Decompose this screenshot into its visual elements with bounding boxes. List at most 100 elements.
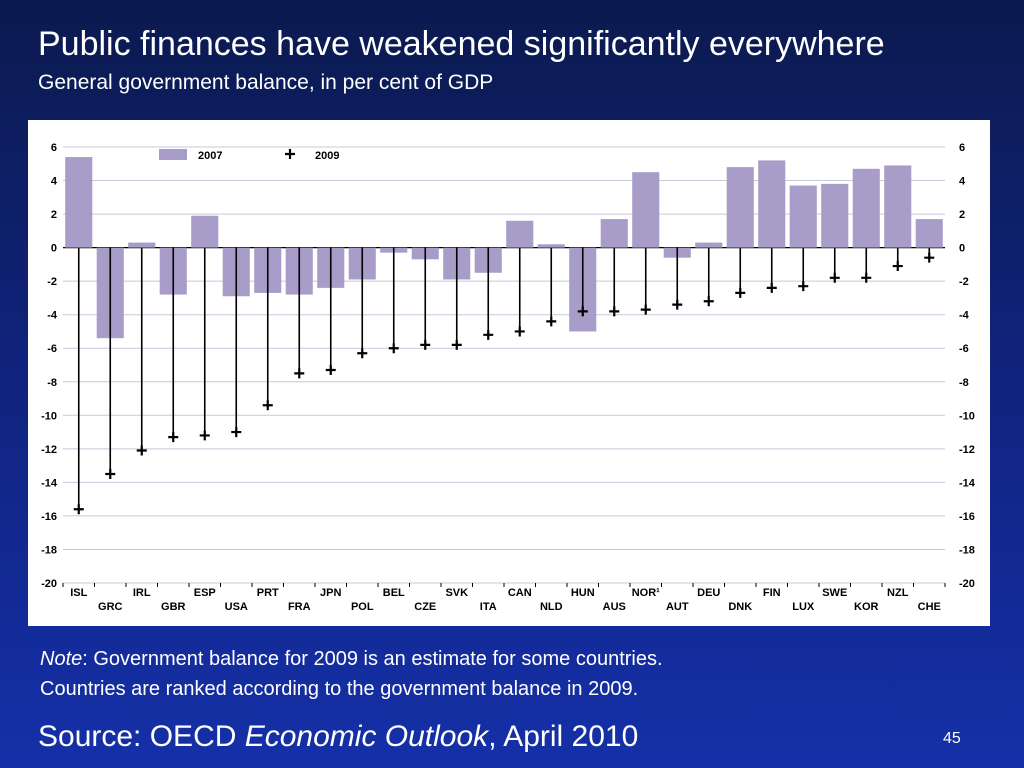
marker-2009 (577, 306, 588, 317)
marker-2009 (672, 299, 683, 310)
y-tick-label-right: 6 (959, 142, 965, 154)
x-tick-label: GRC (98, 601, 123, 613)
x-tick-label: FIN (763, 587, 781, 599)
marker-2009 (861, 272, 872, 283)
marker-2009 (640, 304, 651, 315)
marker-2009 (451, 339, 462, 350)
y-tick-label-right: -12 (959, 444, 975, 456)
government-balance-chart: 6 6 4 4 2 2 0 0 -2 -2 -4 -4 -6 -6 -8 -8 -10 -10 -12 -12 -14 -… (41, 142, 976, 613)
x-tick-label: HUN (571, 587, 595, 599)
legend-swatch-2007 (159, 149, 187, 160)
y-tick-label-left: 2 (51, 209, 57, 221)
y-tick-label-left: -10 (41, 410, 57, 422)
y-tick-label-left: -4 (47, 310, 58, 322)
marker-2009 (703, 296, 714, 307)
note-line-1: Note: Government balance for 2009 is an … (40, 644, 663, 674)
marker-2009 (325, 365, 336, 376)
x-tick-label: IRL (133, 587, 151, 599)
y-tick-label-left: -14 (41, 477, 58, 489)
source-prefix: Source: OECD (38, 720, 245, 753)
marker-2009 (105, 469, 116, 479)
source-suffix: , April 2010 (488, 720, 639, 753)
x-tick-label: KOR (854, 601, 879, 613)
x-tick-label: ESP (194, 587, 216, 599)
bar-2007 (537, 244, 565, 248)
y-tick-label-right: -18 (959, 544, 975, 556)
marker-2009 (514, 326, 525, 337)
bar-2007 (128, 242, 156, 248)
marker-2009 (73, 504, 84, 515)
legend-label-2007: 2007 (198, 150, 222, 162)
x-tick-label: CZE (414, 601, 436, 613)
x-tick-label: JPN (320, 587, 341, 599)
source-title: Economic Outlook (244, 720, 489, 753)
marker-2009 (199, 430, 210, 441)
marker-2009 (892, 261, 903, 272)
x-tick-label: SWE (822, 587, 847, 599)
y-tick-label-left: -6 (47, 343, 57, 355)
x-tick-label: SVK (445, 587, 468, 599)
marker-2009 (262, 400, 273, 411)
marker-2009 (483, 329, 494, 340)
x-tick-label: GBR (161, 601, 186, 613)
marker-2009 (766, 282, 777, 293)
x-tick-label: POL (351, 601, 374, 613)
note-text: Note: Government balance for 2009 is an … (40, 644, 663, 704)
x-tick-label: CHE (918, 601, 941, 613)
page-number: 45 (943, 730, 961, 747)
marker-2009 (388, 343, 399, 354)
bar-2007 (506, 220, 534, 248)
note-line-1-text: : Government balance for 2009 is an esti… (82, 648, 663, 670)
y-tick-label-left: 0 (51, 243, 57, 255)
y-tick-label-right: -10 (959, 410, 975, 422)
marker-2009 (357, 348, 368, 359)
marker-2009 (924, 252, 935, 263)
x-tick-label: LUX (792, 601, 815, 613)
y-tick-label-left: -12 (41, 444, 57, 456)
x-tick-label: DNK (728, 601, 752, 613)
bar-2007 (695, 242, 723, 248)
bar-2007 (726, 167, 754, 248)
y-tick-label-right: 2 (959, 209, 965, 221)
y-tick-label-right: 4 (959, 176, 966, 188)
marker-2009 (546, 316, 557, 327)
x-tick-label: USA (225, 601, 248, 613)
marker-2009 (294, 368, 305, 379)
x-tick-label: NOR¹ (632, 587, 660, 599)
x-tick-label: ISL (70, 587, 87, 599)
x-tick-label: AUS (603, 601, 626, 613)
x-tick-label: DEU (697, 587, 720, 599)
x-tick-label: CAN (508, 587, 532, 599)
y-tick-label-right: -4 (959, 310, 970, 322)
legend-label-2009: 2009 (315, 150, 339, 162)
y-tick-label-right: -2 (959, 276, 969, 288)
slide-subtitle: General government balance, in per cent … (38, 71, 494, 94)
x-tick-label: BEL (383, 587, 405, 599)
source-citation: Source: OECD Economic Outlook, April 201… (38, 718, 638, 756)
note-label: Note (40, 648, 83, 670)
x-tick-label: NZL (887, 587, 909, 599)
legend-marker-2009 (285, 149, 295, 159)
y-tick-label-right: -14 (959, 477, 976, 489)
bar-2007 (758, 160, 786, 248)
marker-2009 (609, 306, 620, 317)
y-tick-label-left: -16 (41, 511, 57, 523)
marker-2009 (168, 432, 179, 443)
chart-panel: 6 6 4 4 2 2 0 0 -2 -2 -4 -4 -6 -6 -8 -8 -10 -10 -12 -12 -14 -… (28, 120, 990, 626)
x-tick-label: FRA (288, 601, 311, 613)
y-tick-label-left: -18 (41, 544, 57, 556)
bar-2007 (65, 157, 93, 248)
bar-2007 (789, 185, 817, 248)
x-tick-label: NLD (540, 601, 563, 613)
y-tick-label-right: -6 (959, 343, 969, 355)
slide-title: Public finances have weakened significan… (38, 25, 885, 63)
bar-2007 (600, 219, 628, 248)
bar-2007 (191, 215, 219, 248)
y-tick-label-left: 6 (51, 142, 57, 154)
marker-2009 (420, 339, 431, 350)
y-tick-label-left: 4 (51, 176, 58, 188)
x-tick-label: PRT (257, 587, 279, 599)
marker-2009 (136, 445, 147, 456)
y-tick-label-right: -20 (959, 578, 975, 590)
marker-2009 (735, 287, 746, 298)
